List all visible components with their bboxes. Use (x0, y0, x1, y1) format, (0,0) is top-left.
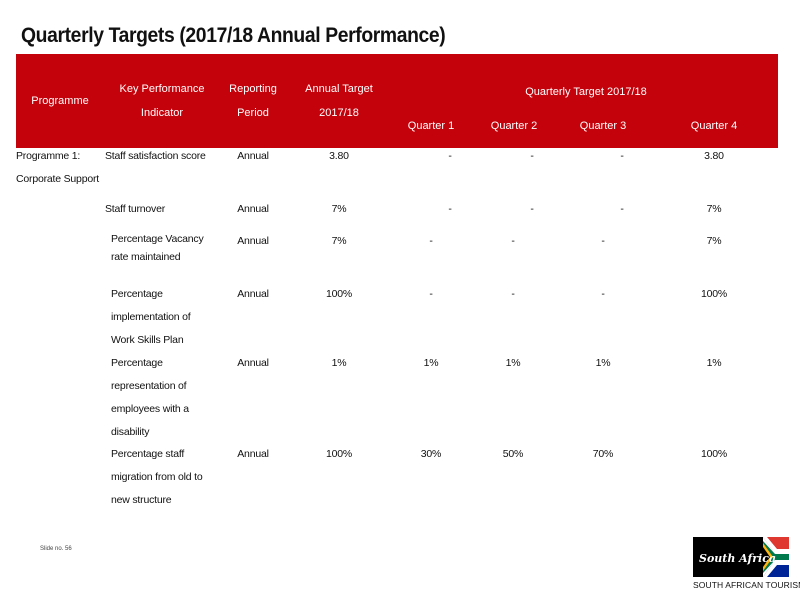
q4-cell: 100% (700, 288, 728, 300)
q3-cell: - (601, 288, 605, 300)
annual-cell: 100% (325, 448, 353, 460)
q4-cell: 100% (700, 448, 728, 460)
q1-cell: 30% (420, 448, 442, 460)
q2-cell: 1% (505, 357, 521, 369)
kpi-cell: representation of (111, 380, 187, 392)
table-header: Programme Key Performance Indicator Repo… (16, 54, 778, 148)
brand-name: SOUTH AFRICAN TOURISM (693, 580, 800, 590)
logo-text: South Africa (699, 552, 776, 565)
q2-cell: - (511, 288, 515, 300)
header-annual-line2: 2017/18 (319, 107, 359, 119)
kpi-cell: Percentage staff (111, 448, 185, 460)
header-q2: Quarter 2 (490, 120, 538, 132)
annual-cell: 1% (331, 357, 347, 369)
q4-cell: 7% (706, 235, 722, 247)
q3-cell: - (620, 150, 624, 162)
annual-cell: 7% (331, 235, 347, 247)
q2-cell: - (530, 203, 534, 215)
kpi-cell: Percentage Vacancy (111, 233, 204, 245)
kpi-cell: Percentage (111, 288, 163, 300)
header-period-line2: Period (237, 107, 269, 119)
kpi-cell: Staff turnover (105, 203, 166, 215)
header-annual-line1: Annual Target (305, 83, 373, 95)
q4-cell: 3.80 (704, 150, 724, 162)
kpi-cell: disability (111, 426, 150, 438)
annual-cell: 3.80 (329, 150, 349, 162)
q1-cell: - (429, 235, 433, 247)
programme-line1: Programme 1: (16, 150, 81, 162)
kpi-cell: new structure (111, 494, 172, 506)
q1-cell: - (429, 288, 433, 300)
header-kpi-line2: Indicator (140, 107, 184, 119)
header-q3: Quarter 3 (579, 120, 627, 132)
period-cell: Annual (237, 288, 269, 300)
page-title: Quarterly Targets (2017/18 Annual Perfor… (21, 24, 446, 47)
header-q1: Quarter 1 (407, 120, 455, 132)
q1-cell: - (448, 203, 452, 215)
q4-cell: 1% (706, 357, 722, 369)
q1-cell: - (448, 150, 452, 162)
kpi-cell: migration from old to (111, 471, 203, 483)
programme-line2: Corporate Support (16, 173, 99, 185)
annual-cell: 7% (331, 203, 347, 215)
kpi-cell: Percentage (111, 357, 163, 369)
period-cell: Annual (237, 150, 269, 162)
q2-cell: 50% (502, 448, 524, 460)
south-africa-logo: South Africa (693, 537, 789, 577)
header-quarterly: Quarterly Target 2017/18 (525, 86, 647, 98)
header-programme: Programme (31, 95, 89, 107)
q1-cell: 1% (423, 357, 439, 369)
period-cell: Annual (237, 357, 269, 369)
period-cell: Annual (237, 235, 269, 247)
kpi-cell: Work Skills Plan (111, 334, 184, 346)
period-cell: Annual (237, 203, 269, 215)
header-q4: Quarter 4 (690, 120, 738, 132)
kpi-cell: Staff satisfaction score (105, 150, 206, 162)
q2-cell: - (511, 235, 515, 247)
q3-cell: - (620, 203, 624, 215)
header-kpi-line1: Key Performance (119, 83, 205, 95)
q3-cell: - (601, 235, 605, 247)
header-period-line1: Reporting (229, 83, 277, 95)
kpi-cell: employees with a (111, 403, 189, 415)
annual-cell: 100% (325, 288, 353, 300)
q3-cell: 1% (595, 357, 611, 369)
q3-cell: 70% (592, 448, 614, 460)
kpi-cell: rate maintained (111, 251, 181, 263)
period-cell: Annual (237, 448, 269, 460)
q4-cell: 7% (706, 203, 722, 215)
kpi-cell: implementation of (111, 311, 191, 323)
q2-cell: - (530, 150, 534, 162)
slide-number: Slide no. 56 (40, 546, 72, 552)
